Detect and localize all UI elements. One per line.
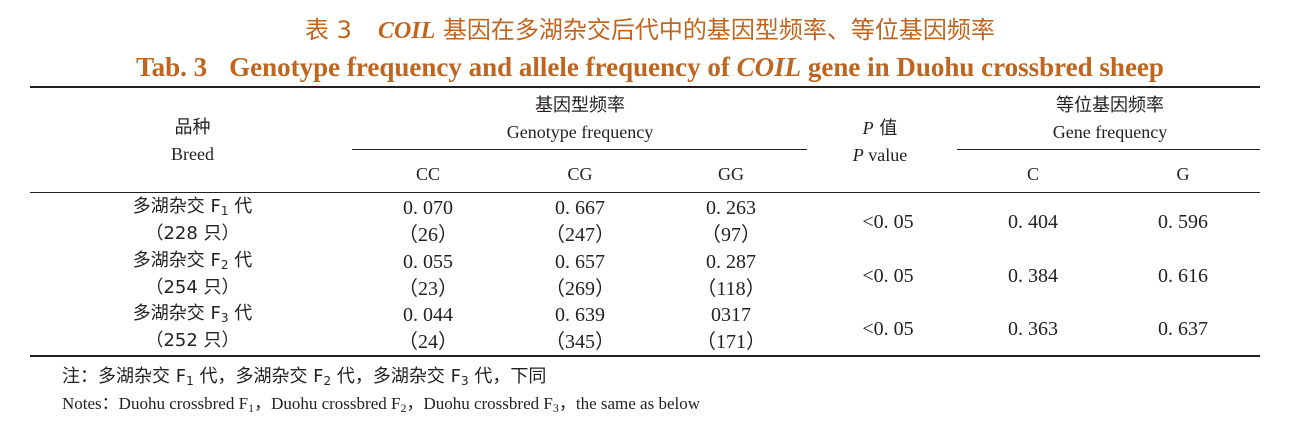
cc-count: （26） (398, 224, 458, 246)
header-rule (30, 192, 1260, 193)
cc-frequency: 0. 055 (403, 251, 453, 273)
title-text-cn: 基因在多湖杂交后代中的基因型频率、等位基因频率 (442, 16, 995, 44)
note-en-suffix: the same as below (575, 394, 700, 413)
g-allele-frequency: 0. 596 (1158, 211, 1208, 233)
col-header-gg: GG (718, 164, 744, 184)
cc-count: （24） (398, 331, 458, 353)
title-text-en-post: gene in Duohu crossbred sheep (807, 52, 1164, 82)
note-cn-item-2: 多湖杂交 F2 代， (235, 366, 373, 388)
p-value: <0. 05 (862, 211, 914, 233)
note-cn-item-1: 多湖杂交 F1 代， (98, 366, 236, 388)
p-letter-en: P (852, 145, 864, 165)
header-p-en: P value (830, 146, 930, 164)
gg-count: （118） (696, 278, 766, 300)
gg-count: （97） (701, 224, 761, 246)
note-en-prefix: Notes： (62, 394, 119, 413)
breed-name: 多湖杂交 F2 代 (132, 250, 253, 272)
cg-count: （345） (545, 331, 615, 353)
header-genotype-en: Genotype frequency (506, 122, 654, 142)
gene-subrule (957, 149, 1260, 150)
col-header-g: G (1176, 164, 1190, 184)
note-en-item-3: Duohu crossbred F3， (423, 394, 576, 415)
gene-name-en: COIL (736, 52, 802, 82)
p-value-label-cn: 值 (879, 118, 898, 139)
cc-frequency: 0. 070 (403, 197, 453, 219)
p-value-label-en: value (868, 145, 908, 165)
g-allele-frequency: 0. 637 (1158, 318, 1208, 340)
gg-frequency: 0. 287 (706, 251, 756, 273)
table-label-cn: 表 3 (305, 16, 352, 44)
note-cn-suffix: 下同 (510, 366, 547, 387)
note-cn-prefix: 注： (62, 366, 98, 387)
top-rule (30, 86, 1260, 88)
gg-frequency: 0. 263 (706, 197, 756, 219)
breed-name: 多湖杂交 F1 代 (132, 196, 253, 218)
p-value: <0. 05 (862, 265, 914, 287)
note-en-item-1: Duohu crossbred F1， (118, 394, 272, 415)
gene-name-cn: COIL (377, 18, 436, 44)
c-allele-frequency: 0. 384 (1008, 265, 1058, 287)
cc-count: （23） (398, 278, 458, 300)
header-p-cn: P 值 (830, 119, 930, 138)
cg-frequency: 0. 667 (555, 197, 605, 219)
note-cn: 注：多湖杂交 F1 代，多湖杂交 F2 代，多湖杂交 F3 代，下同 (62, 362, 546, 388)
note-en: Notes：Duohu crossbred F1，Duohu crossbred… (62, 389, 700, 414)
table-label-en: Tab. 3 (136, 52, 208, 82)
note-cn-item-3: 多湖杂交 F3 代， (372, 366, 511, 388)
title-text-en-pre: Genotype frequency and allele frequency … (229, 52, 730, 82)
c-allele-frequency: 0. 363 (1008, 318, 1058, 340)
g-allele-frequency: 0. 616 (1158, 265, 1208, 287)
header-breed-cn: 品种 (174, 117, 211, 138)
gg-count: （171） (696, 331, 766, 353)
cg-count: （247） (545, 224, 615, 246)
breed-count: （228 只） (145, 223, 240, 244)
cc-frequency: 0. 044 (403, 304, 453, 326)
table-title-en: Tab. 3 Genotype frequency and allele freq… (0, 52, 1300, 83)
p-value: <0. 05 (862, 318, 914, 340)
cg-frequency: 0. 639 (555, 304, 605, 326)
col-header-c: C (1026, 164, 1039, 184)
genotype-subrule (352, 149, 807, 150)
breed-name: 多湖杂交 F3 代 (132, 303, 253, 325)
col-header-cg: CG (567, 164, 593, 184)
table-title-cn: 表 3 COIL 基因在多湖杂交后代中的基因型频率、等位基因频率 (0, 10, 1300, 45)
header-genotype-cn: 基因型频率 (535, 95, 625, 116)
col-header-cc: CC (415, 164, 440, 184)
bottom-rule (30, 355, 1260, 357)
c-allele-frequency: 0. 404 (1008, 211, 1058, 233)
header-gene-en: Gene frequency (1052, 122, 1168, 142)
header-breed-en: Breed (171, 144, 214, 164)
p-letter: P (862, 118, 874, 138)
breed-count: （252 只） (145, 330, 240, 351)
note-en-item-2: Duohu crossbred F2， (271, 394, 424, 415)
gg-frequency: 0317 (711, 304, 751, 326)
breed-count: （254 只） (145, 277, 240, 298)
cg-frequency: 0. 657 (555, 251, 605, 273)
cg-count: （269） (545, 278, 615, 300)
header-gene-cn: 等位基因频率 (1056, 95, 1164, 116)
